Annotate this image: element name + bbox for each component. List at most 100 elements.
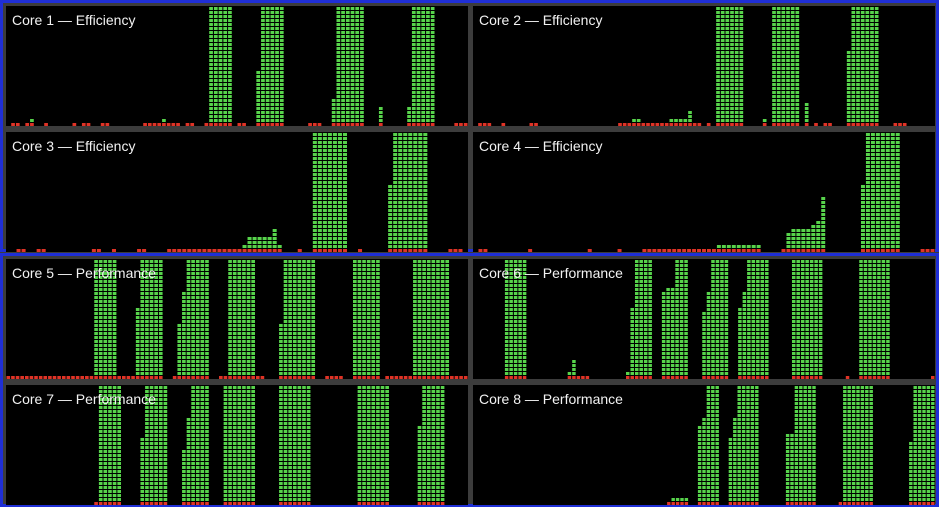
core-6-sample-8	[504, 260, 509, 379]
core-5-sample-63	[292, 260, 297, 379]
core-3-sample-3	[16, 249, 21, 252]
core-2-sample-67	[781, 7, 786, 126]
core-6-graph	[504, 260, 935, 379]
core-4-sample-57	[751, 245, 756, 252]
core-3-sample-39	[197, 249, 202, 252]
core-4-sample-36	[647, 249, 652, 252]
core-5-panel: Core 5 — Performance	[6, 259, 468, 379]
core-6-sample-23	[572, 360, 576, 379]
core-2-sample-86	[870, 7, 874, 126]
core-7-sample-90	[417, 426, 422, 505]
core-6-sample-77	[814, 260, 818, 379]
core-6-sample-26	[585, 376, 590, 379]
core-2-sample-68	[786, 7, 790, 126]
core-4-sample-83	[880, 133, 885, 252]
core-6-sample-88	[863, 260, 868, 379]
core-3-sample-53	[267, 237, 272, 252]
core-6-sample-75	[805, 260, 809, 379]
core-2-sample-36	[636, 119, 641, 126]
core-4-sample-38	[657, 249, 662, 252]
core-5-sample-91	[422, 260, 426, 379]
core-8-sample-73	[790, 434, 794, 505]
core-3-graph	[16, 133, 463, 252]
core-3-sample-35	[177, 249, 182, 252]
core-2-sample-49	[697, 123, 702, 126]
core-5-sample-89	[413, 260, 417, 379]
core-5-graph	[6, 260, 468, 379]
core-3-sample-36	[182, 249, 187, 252]
core-4-sample-66	[796, 229, 801, 252]
core-4-sample-52	[726, 245, 731, 252]
core-7-sample-24	[112, 386, 117, 505]
core-8-sample-53	[702, 418, 706, 505]
core-5-sample-21	[98, 260, 103, 379]
core-5-sample-27	[126, 376, 131, 379]
core-3-sample-55	[277, 245, 282, 252]
core-3-sample-91	[458, 249, 463, 252]
core-3-sample-71	[358, 249, 363, 252]
core-3-sample-41	[207, 249, 212, 252]
core-6-sample-53	[706, 292, 711, 379]
core-3-sample-42	[212, 249, 217, 252]
core-4-sample-67	[801, 229, 806, 252]
core-2-sample-85	[865, 7, 870, 126]
core-6-sample-22	[567, 372, 572, 379]
core-5-sample-16	[75, 376, 80, 379]
core-6-sample-78	[818, 260, 823, 379]
core-2-sample-35	[632, 119, 636, 126]
core-5-sample-1	[6, 376, 11, 379]
core-1-sample-43	[204, 123, 209, 126]
core-1-sample-48	[228, 7, 232, 126]
core-8-sample-55	[711, 386, 715, 505]
core-7-sample-77	[357, 386, 362, 505]
core-5-sample-99	[459, 376, 463, 379]
core-8-sample-105	[931, 386, 935, 505]
core-5-sample-92	[426, 260, 431, 379]
core-8-sample-45	[667, 502, 671, 505]
core-2-sample-77	[828, 123, 832, 126]
efficiency-cores-group: Core 1 — Efficiency Core 2 — Efficiency …	[0, 0, 939, 252]
core-1-sample-59	[279, 7, 284, 126]
core-3-sample-83	[418, 133, 423, 252]
core-7-sample-42	[195, 386, 200, 505]
core-1-sample-22	[105, 123, 110, 126]
core-4-sample-64	[786, 233, 791, 252]
core-7-sample-61	[283, 386, 288, 505]
core-1-sample-39	[185, 123, 190, 126]
core-3-sample-66	[332, 133, 337, 252]
core-2-sample-58	[739, 7, 744, 126]
core-5-sample-39	[182, 292, 186, 379]
core-5-sample-22	[103, 260, 108, 379]
core-6-sample-55	[715, 260, 720, 379]
core-4-sample-50	[716, 245, 721, 252]
core-5-sample-98	[454, 376, 459, 379]
core-5-sample-100	[463, 376, 468, 379]
core-1-sample-72	[341, 7, 345, 126]
core-1-sample-97	[459, 123, 463, 126]
core-6-sample-36	[630, 308, 634, 379]
core-4-sample-56	[746, 245, 751, 252]
core-2-sample-87	[874, 7, 879, 126]
core-6-sample-56	[720, 260, 724, 379]
core-1-sample-65	[308, 123, 312, 126]
core-2-sample-41	[660, 123, 664, 126]
core-2-sample-55	[725, 7, 730, 126]
core-8-sample-63	[746, 386, 750, 505]
core-5-sample-94	[436, 260, 440, 379]
core-7-sample-51	[237, 386, 242, 505]
core-8-sample-48	[680, 498, 684, 505]
core-2-sample-81	[846, 51, 851, 126]
core-6-sample-84	[845, 376, 850, 379]
core-8-sample-72	[785, 434, 790, 505]
core-2-sample-45	[678, 119, 683, 126]
core-2-sample-93	[902, 123, 907, 126]
core-2-sample-83	[856, 7, 860, 126]
core-4-sample-43	[682, 249, 687, 252]
core-5-sample-77	[357, 260, 362, 379]
core-7-sample-20	[94, 502, 98, 505]
core-4-sample-45	[692, 249, 697, 252]
core-5-sample-15	[71, 376, 75, 379]
core-1-sample-36	[171, 123, 176, 126]
core-1-sample-18	[86, 123, 91, 126]
core-8-sample-59	[728, 438, 733, 505]
